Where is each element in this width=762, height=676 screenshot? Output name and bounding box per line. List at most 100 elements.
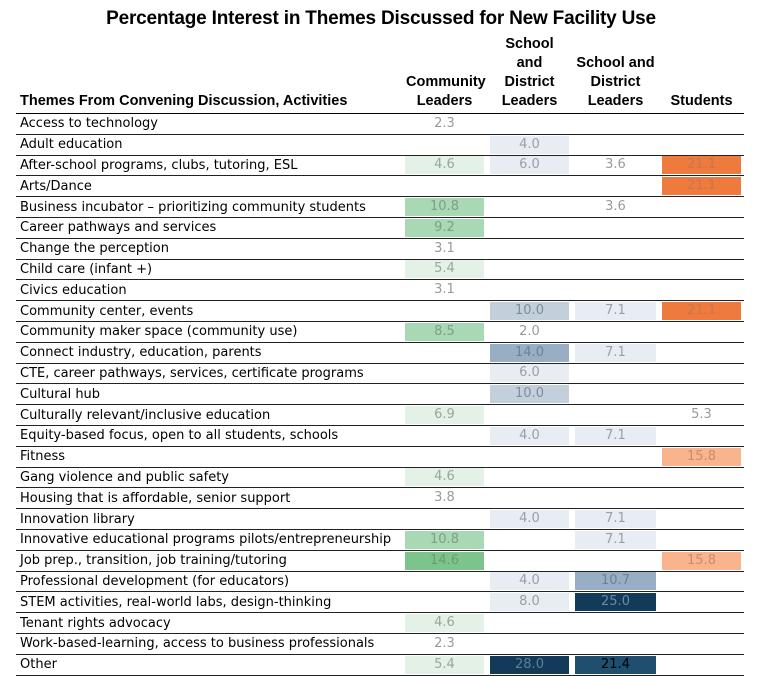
value-cell-school1: 8.0: [487, 591, 572, 614]
value-cell-students: [659, 383, 744, 406]
theme-label: STEM activities, real-world labs, design…: [16, 591, 402, 614]
value-cell-school2: 7.1: [572, 508, 659, 530]
value-cell-students: [659, 238, 744, 260]
theme-label: Adult education: [16, 134, 402, 156]
value-community: [405, 448, 484, 466]
value-cell-school1: 4.0: [487, 508, 572, 530]
value-community: [405, 593, 484, 611]
value-cell-school2: [572, 321, 659, 343]
theme-label: Innovative educational programs pilots/e…: [16, 529, 402, 551]
value-cell-school2: [572, 259, 659, 281]
value-students: 15.8: [662, 447, 741, 466]
value-community: 5.4: [405, 260, 484, 279]
value-school2: [575, 364, 656, 382]
value-cell-school1: [487, 633, 572, 655]
value-cell-students: [659, 113, 744, 135]
value-cell-students: [659, 134, 744, 156]
value-cell-students: [659, 363, 744, 385]
value-students: [662, 240, 741, 258]
value-cell-school1: [487, 467, 572, 489]
value-cell-school2: 3.6: [572, 196, 659, 218]
theme-label: Housing that is affordable, senior suppo…: [16, 487, 402, 510]
value-cell-school2: 3.6: [572, 155, 659, 177]
value-cell-school1: [487, 612, 572, 634]
value-cell-students: 21.1: [659, 175, 744, 198]
value-community: [405, 427, 484, 445]
table-row: Access to technology 2.3: [16, 113, 744, 135]
value-cell-school1: 4.0: [487, 134, 572, 156]
header-themes: Themes From Convening Discussion, Activi…: [16, 35, 402, 114]
value-school1: [490, 260, 569, 278]
theme-label: Cultural hub: [16, 383, 402, 406]
value-cell-school1: 2.0: [487, 321, 572, 343]
value-community: [405, 344, 484, 362]
theme-label: Business incubator – prioritizing commun…: [16, 196, 402, 218]
value-cell-school1: [487, 529, 572, 551]
value-school1: 28.0: [490, 655, 569, 674]
value-school2: 21.4: [575, 655, 656, 674]
value-cell-students: [659, 591, 744, 614]
table-row: CTE, career pathways, services, certific…: [16, 363, 744, 385]
value-school1: [490, 240, 569, 258]
value-cell-school1: [487, 404, 572, 426]
value-school2: [575, 136, 656, 154]
value-community: [405, 385, 484, 403]
value-cell-community: [402, 508, 487, 530]
value-community: 8.5: [405, 322, 484, 341]
value-cell-community: 3.1: [402, 279, 487, 302]
value-cell-school2: 7.1: [572, 300, 659, 322]
theme-label: Arts/Dance: [16, 175, 402, 198]
value-cell-school1: [487, 550, 572, 572]
value-students: [662, 385, 741, 403]
value-cell-students: [659, 529, 744, 551]
value-students: [662, 593, 741, 611]
value-students: [662, 219, 741, 237]
value-school1: 6.0: [490, 156, 569, 175]
value-school2: [575, 219, 656, 237]
value-cell-school1: [487, 196, 572, 218]
value-community: [405, 510, 484, 528]
value-cell-school2: [572, 612, 659, 634]
value-school1: 4.0: [490, 572, 569, 591]
value-cell-community: 3.8: [402, 487, 487, 510]
value-school1: [490, 614, 569, 632]
value-cell-students: [659, 217, 744, 239]
value-cell-community: [402, 134, 487, 156]
theme-label: After-school programs, clubs, tutoring, …: [16, 155, 402, 177]
value-cell-school1: [487, 113, 572, 135]
value-students: [662, 572, 741, 590]
value-community: 10.8: [405, 198, 484, 217]
value-cell-community: [402, 383, 487, 406]
theme-label: Innovation library: [16, 508, 402, 530]
value-cell-community: [402, 342, 487, 364]
value-cell-community: [402, 300, 487, 322]
table-row: Civics education 3.1: [16, 279, 744, 302]
value-cell-school2: [572, 550, 659, 572]
value-cell-school2: [572, 383, 659, 406]
table-row: Equity-based focus, open to all students…: [16, 425, 744, 447]
value-community: 6.9: [405, 406, 484, 425]
value-community: 3.1: [434, 240, 455, 256]
value-school1: [490, 177, 569, 195]
value-school1: 10.0: [490, 385, 569, 404]
value-students: 21.1: [662, 177, 741, 196]
value-school1: 10.0: [490, 302, 569, 321]
value-school2: [575, 323, 656, 341]
value-school2: [575, 489, 656, 507]
value-community: [405, 177, 484, 195]
value-cell-students: 5.3: [659, 404, 744, 426]
value-cell-community: 14.6: [402, 550, 487, 572]
value-students: [662, 198, 741, 216]
value-cell-community: 4.6: [402, 467, 487, 489]
value-cell-school1: 10.0: [487, 300, 572, 322]
value-cell-school2: [572, 363, 659, 385]
value-cell-school2: [572, 279, 659, 302]
table-row: Arts/Dance 21.1: [16, 175, 744, 198]
value-community: [405, 572, 484, 590]
theme-label: Fitness: [16, 446, 402, 468]
value-school1: [490, 115, 569, 133]
value-school2: [575, 240, 656, 258]
value-school1: [490, 219, 569, 237]
value-cell-students: [659, 571, 744, 593]
table-row: Work-based-learning, access to business …: [16, 633, 744, 655]
